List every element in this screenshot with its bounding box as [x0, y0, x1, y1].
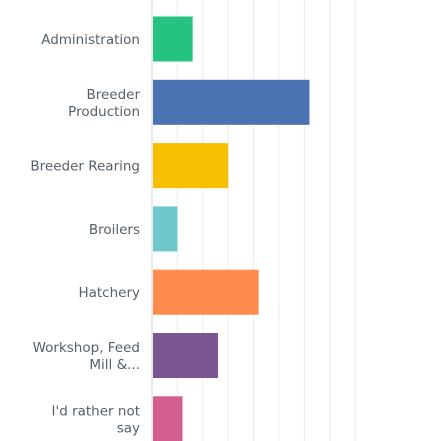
bar-6 — [153, 396, 183, 441]
category-label-0: Administration — [41, 32, 140, 48]
bars — [153, 16, 310, 441]
category-label-2: Breeder Rearing — [30, 159, 140, 175]
bar-5 — [153, 333, 219, 378]
bar-1 — [153, 79, 310, 125]
bar-2 — [153, 143, 229, 189]
category-label-3: Broilers — [89, 222, 140, 238]
bar-0 — [153, 16, 193, 62]
category-labels: Administration Breeder Production Breeder R… — [30, 32, 140, 436]
category-label-6: I'd rather not say — [52, 403, 140, 436]
bar-4 — [153, 269, 259, 315]
category-label-1: Breeder Production — [68, 87, 140, 120]
category-label-5: Workshop, Feed Mill &... — [33, 340, 140, 373]
grid-lines — [176, 0, 356, 441]
bar-3 — [153, 206, 178, 252]
category-label-4: Hatchery — [78, 285, 140, 301]
